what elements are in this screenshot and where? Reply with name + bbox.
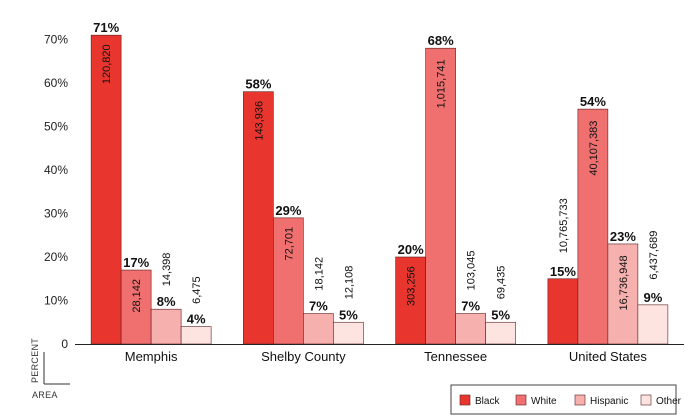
- bar-white: [120, 269, 152, 345]
- data-label-count: 303,256: [406, 266, 418, 306]
- legend: Black White Hispanic Other: [450, 384, 682, 415]
- data-label-count: 18,142: [313, 257, 325, 291]
- legend-label-black: Black: [475, 396, 500, 407]
- data-label-percent: 58%: [245, 77, 271, 92]
- x-category-label: United States: [569, 349, 648, 364]
- data-label-percent: 9%: [643, 290, 662, 305]
- x-category-label: Memphis: [125, 349, 178, 364]
- legend-swatch-hispanic: [574, 394, 586, 406]
- bar-white: [273, 217, 304, 345]
- bar-other: [637, 304, 669, 345]
- data-label-percent: 68%: [428, 33, 454, 48]
- data-label-percent: 54%: [580, 94, 606, 109]
- data-label-count: 6,475: [191, 276, 203, 304]
- data-label-percent: 7%: [309, 299, 328, 314]
- data-label-percent: 15%: [550, 264, 576, 279]
- bars-group: 71% 120,820 17% 28,142 8% 14,398 4% 6,475 58% 143…: [90, 20, 669, 345]
- axis-title-corner: PERCENT AREA: [30, 338, 70, 400]
- x-category-label: Tennessee: [424, 349, 487, 364]
- bar-other: [485, 321, 516, 345]
- data-label-percent: 17%: [123, 255, 149, 270]
- data-label-percent: 5%: [339, 307, 358, 322]
- data-label-count: 14,398: [161, 253, 173, 287]
- data-label-percent: 29%: [275, 203, 301, 218]
- y-tick-label: 0: [61, 337, 68, 351]
- bar-hispanic: [455, 313, 486, 345]
- y-tick-label: 50%: [44, 120, 68, 134]
- legend-swatch-other: [640, 394, 652, 406]
- legend-label-white: White: [531, 396, 557, 407]
- data-label-count: 6,437,689: [648, 231, 660, 280]
- bar-hispanic: [607, 243, 639, 345]
- y-tick-label: 60%: [44, 76, 68, 90]
- data-label-count: 1,015,741: [436, 59, 448, 108]
- data-label-count: 103,045: [466, 251, 478, 291]
- bar-hispanic: [303, 313, 334, 345]
- data-label-count: 10,765,733: [558, 198, 570, 253]
- bar-hispanic: [150, 308, 182, 345]
- data-label-percent: 4%: [187, 312, 206, 327]
- data-label-count: 40,107,383: [588, 121, 600, 176]
- data-label-count: 72,701: [283, 227, 295, 261]
- bar-black: [90, 34, 122, 345]
- bar-black: [243, 91, 274, 345]
- bar-black: [395, 256, 426, 345]
- data-label-count: 28,142: [131, 279, 143, 313]
- data-label-percent: 8%: [157, 294, 176, 309]
- data-label-percent: 23%: [610, 229, 636, 244]
- data-label-percent: 20%: [398, 242, 424, 257]
- bar-other: [333, 321, 364, 345]
- data-label-percent: 5%: [491, 307, 510, 322]
- x-axis-title: AREA: [32, 390, 58, 400]
- y-axis-title: PERCENT: [30, 338, 40, 383]
- bar-white: [425, 47, 456, 345]
- data-label-count: 120,820: [101, 44, 113, 84]
- legend-box: [450, 384, 677, 415]
- bar-other: [180, 326, 212, 345]
- data-label-percent: 7%: [461, 299, 480, 314]
- legend-swatch-black: [459, 394, 471, 406]
- data-label-count: 16,736,948: [618, 255, 630, 310]
- bar-black: [547, 278, 579, 345]
- data-label-percent: 71%: [93, 20, 119, 35]
- data-label-count: 12,108: [343, 266, 355, 300]
- y-tick-label: 30%: [44, 207, 68, 221]
- x-category-label: Shelby County: [261, 349, 346, 364]
- y-tick-label: 20%: [44, 250, 68, 264]
- y-axis: 0 10% 20% 30% 40% 50% 60% 70%: [44, 33, 68, 352]
- legend-label-other: Other: [656, 396, 682, 407]
- y-tick-label: 40%: [44, 163, 68, 177]
- y-tick-label: 10%: [44, 294, 68, 308]
- y-tick-label: 70%: [44, 33, 68, 47]
- data-label-count: 69,435: [496, 266, 508, 300]
- x-axis: Memphis Shelby County Tennessee United Stat…: [75, 344, 684, 364]
- legend-swatch-white: [515, 394, 527, 406]
- legend-label-hispanic: Hispanic: [590, 396, 628, 407]
- data-label-count: 143,936: [253, 101, 265, 141]
